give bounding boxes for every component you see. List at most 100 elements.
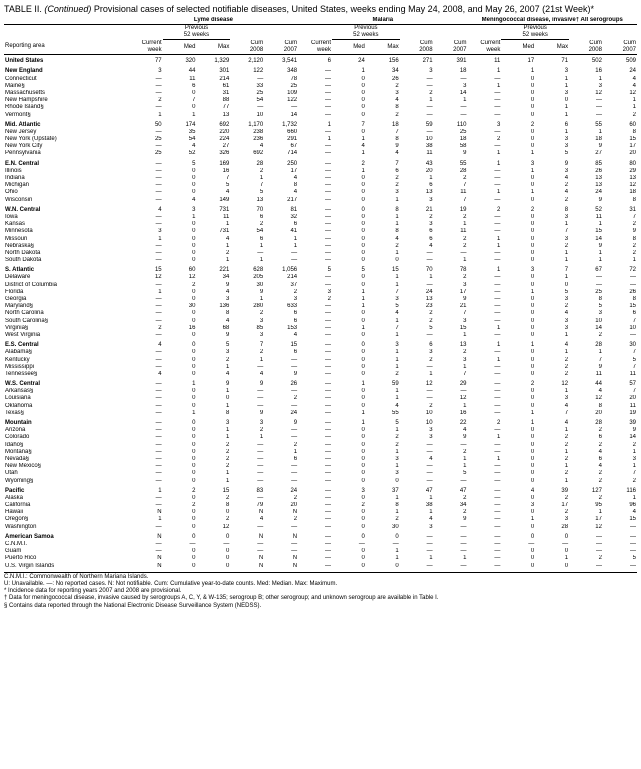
cell: 43 — [400, 158, 434, 168]
cell: 1 — [468, 339, 502, 349]
cell: 5 — [603, 555, 637, 562]
cell: — — [230, 104, 264, 111]
cell: 15 — [366, 264, 400, 274]
cell: — — [230, 463, 264, 470]
cell: 1 — [535, 332, 569, 339]
cell: 7 — [366, 158, 400, 168]
cell: 6 — [264, 318, 298, 325]
cell: 3 — [400, 65, 434, 75]
cell: 39 — [535, 485, 569, 495]
cell: — — [264, 478, 298, 485]
cell: 0 — [163, 250, 197, 257]
cell: 15 — [196, 485, 230, 495]
cell: 3 — [535, 90, 569, 97]
cell: N — [264, 531, 298, 541]
cell: — — [569, 112, 603, 119]
cell: — — [468, 303, 502, 310]
cell: 13 — [569, 175, 603, 182]
cell: — — [468, 257, 502, 264]
cell: — — [129, 495, 163, 502]
cell: 4 — [603, 509, 637, 516]
area-name: Mid. Atlantic — [4, 119, 129, 129]
cell: — — [298, 250, 332, 257]
cell: 7 — [603, 318, 637, 325]
cell: — — [400, 76, 434, 83]
cell: 2 — [366, 182, 400, 189]
cell: 1 — [196, 364, 230, 371]
cell: 7 — [603, 470, 637, 477]
cell: — — [129, 83, 163, 90]
cell: 3 — [400, 197, 434, 204]
cell: 1 — [569, 257, 603, 264]
cell: 0 — [501, 303, 535, 310]
cell: 0 — [501, 282, 535, 289]
cell: 4 — [196, 189, 230, 196]
cell: 24 — [332, 55, 366, 66]
cell: 70 — [230, 204, 264, 214]
cell: — — [468, 403, 502, 410]
cell: 1 — [332, 410, 366, 417]
cell: 4 — [129, 204, 163, 214]
cell: 6 — [264, 221, 298, 228]
cell: 3 — [400, 427, 434, 434]
cell: — — [230, 449, 264, 456]
cell: 2 — [501, 119, 535, 129]
cell: 0 — [332, 427, 366, 434]
cell: — — [298, 158, 332, 168]
cell: 8 — [264, 182, 298, 189]
cell: — — [298, 442, 332, 449]
cell: 0 — [163, 516, 197, 523]
cell: 2 — [264, 516, 298, 523]
cell: 0 — [163, 332, 197, 339]
cell: 0 — [332, 175, 366, 182]
cell: 1 — [501, 289, 535, 296]
cell: 2 — [603, 442, 637, 449]
cell: 7 — [603, 388, 637, 395]
cell: 25 — [230, 90, 264, 97]
cell: — — [468, 427, 502, 434]
cell: 1 — [366, 395, 400, 402]
cell: 0 — [332, 395, 366, 402]
cell: — — [468, 90, 502, 97]
cell: 3 — [434, 318, 468, 325]
cell: 0 — [501, 221, 535, 228]
table-row: Montana§—02—1—01—2—0141 — [4, 449, 637, 456]
cell: 24 — [264, 410, 298, 417]
cell: 0 — [332, 250, 366, 257]
cell: — — [298, 434, 332, 441]
cell: 12 — [603, 182, 637, 189]
cell: 0 — [196, 531, 230, 541]
cell: 26 — [264, 378, 298, 388]
cell: 6 — [264, 456, 298, 463]
cell: 7 — [230, 182, 264, 189]
cell: 15 — [603, 136, 637, 143]
cell: 15 — [129, 264, 163, 274]
area-name: Oklahoma — [4, 403, 129, 410]
table-row: S. Atlantic15602216281,05655157078137677… — [4, 264, 637, 274]
table-header: Lyme disease Malaria Meningococcal disea… — [4, 17, 637, 55]
table-row: Maine§—6613325—02—310134 — [4, 83, 637, 90]
cell: 17 — [603, 143, 637, 150]
cell: 1 — [434, 257, 468, 264]
cell: — — [298, 257, 332, 264]
cell: 2 — [163, 282, 197, 289]
cell: — — [569, 282, 603, 289]
cell: 12 — [129, 274, 163, 281]
area-name: Illinois — [4, 168, 129, 175]
cell: 2 — [366, 516, 400, 523]
cell: 0 — [163, 168, 197, 175]
cell: 44 — [163, 65, 197, 75]
cell: 7 — [434, 182, 468, 189]
cell: 2 — [535, 495, 569, 502]
cell: 0 — [163, 318, 197, 325]
cell: 59 — [400, 119, 434, 129]
cell: 1 — [535, 274, 569, 281]
cell: — — [468, 318, 502, 325]
cell: — — [196, 541, 230, 548]
cell: — — [129, 257, 163, 264]
cell: 1 — [366, 274, 400, 281]
cell: — — [129, 395, 163, 402]
cell: — — [264, 548, 298, 555]
area-name: Nebraska§ — [4, 243, 129, 250]
cell: — — [468, 531, 502, 541]
